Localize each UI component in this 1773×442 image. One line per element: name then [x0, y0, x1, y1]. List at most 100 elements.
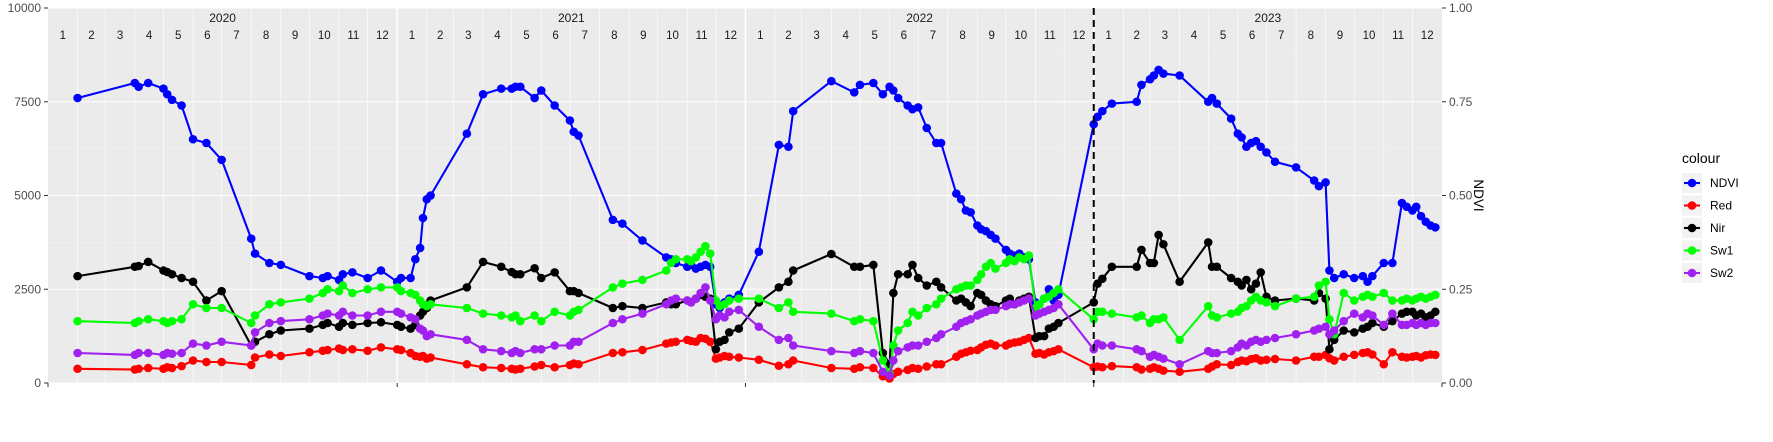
data-point-ndvi: [376, 266, 386, 275]
data-point-ndvi: [1349, 273, 1359, 283]
data-point-sw1: [396, 286, 406, 296]
legend-label-sw2: Sw2: [1710, 266, 1734, 280]
data-point-sw2: [1054, 299, 1063, 309]
data-point-sw2: [885, 371, 894, 380]
data-point-sw1: [922, 303, 932, 313]
month-label: 4: [1191, 30, 1198, 42]
data-point-sw1: [177, 314, 186, 324]
right-tick-label: 0.00: [1449, 376, 1473, 390]
data-point-sw1: [188, 299, 198, 309]
data-point-nir: [1431, 307, 1440, 317]
data-point-ndvi: [608, 215, 618, 225]
data-point-sw2: [922, 337, 932, 347]
data-point-nir: [1251, 279, 1261, 288]
left-tick-label: 0: [34, 376, 41, 390]
data-point-red: [462, 359, 472, 369]
data-point-sw1: [691, 253, 701, 262]
data-point-red: [1431, 350, 1440, 360]
data-point-sw1: [855, 314, 865, 324]
data-point-red: [608, 348, 618, 358]
data-point-ndvi: [1226, 114, 1236, 123]
data-point-ndvi: [936, 138, 946, 148]
data-point-sw2: [1314, 324, 1324, 333]
data-point-sw2: [869, 348, 878, 358]
data-point-red: [734, 353, 744, 362]
month-label: 8: [1308, 30, 1314, 42]
data-point-ndvi: [550, 101, 559, 110]
data-point-sw2: [276, 316, 286, 326]
data-point-nir: [734, 324, 744, 333]
series-sw2: [73, 283, 1440, 380]
data-point-sw1: [705, 249, 715, 258]
data-point-sw1: [1314, 281, 1324, 290]
data-point-nir: [376, 317, 386, 327]
data-point-sw2: [250, 328, 260, 337]
data-point-sw2: [784, 333, 793, 343]
legend-label-nir: Nir: [1710, 221, 1725, 235]
data-point-sw1: [134, 316, 143, 326]
month-label: 2: [785, 30, 791, 42]
data-point-red: [1175, 367, 1184, 377]
month-label: 5: [872, 30, 878, 42]
data-point-ndvi: [276, 260, 286, 270]
legend-key-point: [1687, 246, 1697, 255]
data-point-red: [478, 362, 488, 372]
data-point-nir: [788, 266, 798, 275]
data-point-red: [869, 363, 878, 373]
data-point-sw2: [1388, 309, 1397, 318]
right-tick-label: 0.25: [1449, 282, 1473, 296]
data-point-sw1: [724, 296, 734, 305]
data-point-nir: [976, 290, 986, 300]
data-point-ndvi: [774, 140, 784, 150]
data-point-sw1: [1212, 313, 1222, 322]
data-point-sw1: [1137, 311, 1146, 320]
data-point-nir: [1154, 230, 1163, 240]
data-point-ndvi: [217, 155, 226, 165]
right-tick-label: 1.00: [1449, 1, 1473, 15]
data-point-sw1: [246, 318, 256, 328]
data-point-nir: [73, 271, 82, 281]
data-point-ndvi: [618, 219, 627, 228]
data-point-sw2: [515, 348, 525, 358]
data-point-sw2: [754, 322, 764, 332]
month-label: 7: [233, 30, 239, 42]
data-point-ndvi: [426, 191, 435, 200]
data-point-red: [396, 345, 406, 355]
data-point-nir: [1159, 239, 1168, 249]
data-point-sw2: [701, 283, 710, 292]
data-point-red: [774, 361, 784, 371]
data-point-sw1: [671, 254, 681, 264]
data-point-nir: [724, 328, 734, 337]
data-point-ndvi: [1132, 97, 1141, 107]
data-point-sw2: [305, 314, 314, 324]
data-point-nir: [1388, 316, 1397, 326]
data-point-sw1: [661, 266, 671, 275]
data-point-ndvi: [1098, 106, 1107, 116]
data-point-sw1: [774, 303, 784, 313]
data-point-sw2: [134, 348, 143, 358]
data-point-red: [1379, 359, 1389, 369]
data-point-ndvi: [1309, 176, 1319, 185]
data-point-ndvi: [1175, 71, 1184, 80]
data-point-sw2: [696, 288, 705, 298]
data-point-ndvi: [869, 78, 878, 88]
data-point-ndvi: [1411, 202, 1421, 212]
data-point-sw2: [893, 346, 903, 356]
data-point-sw2: [774, 335, 784, 345]
month-label: 3: [465, 30, 471, 42]
month-label: 11: [696, 30, 708, 42]
data-point-nir: [530, 263, 539, 273]
data-point-nir: [265, 329, 274, 339]
data-point-ndvi: [246, 234, 256, 243]
data-point-sw2: [143, 348, 153, 358]
year-label: 2022: [906, 11, 933, 25]
data-point-sw2: [396, 309, 406, 318]
data-point-red: [754, 355, 764, 365]
data-point-nir: [913, 273, 923, 283]
data-point-sw1: [276, 298, 286, 307]
data-point-sw2: [202, 341, 211, 350]
data-point-sw1: [323, 284, 332, 294]
data-point-sw2: [376, 307, 386, 317]
data-point-nir: [134, 261, 143, 271]
data-point-sw2: [411, 314, 420, 324]
